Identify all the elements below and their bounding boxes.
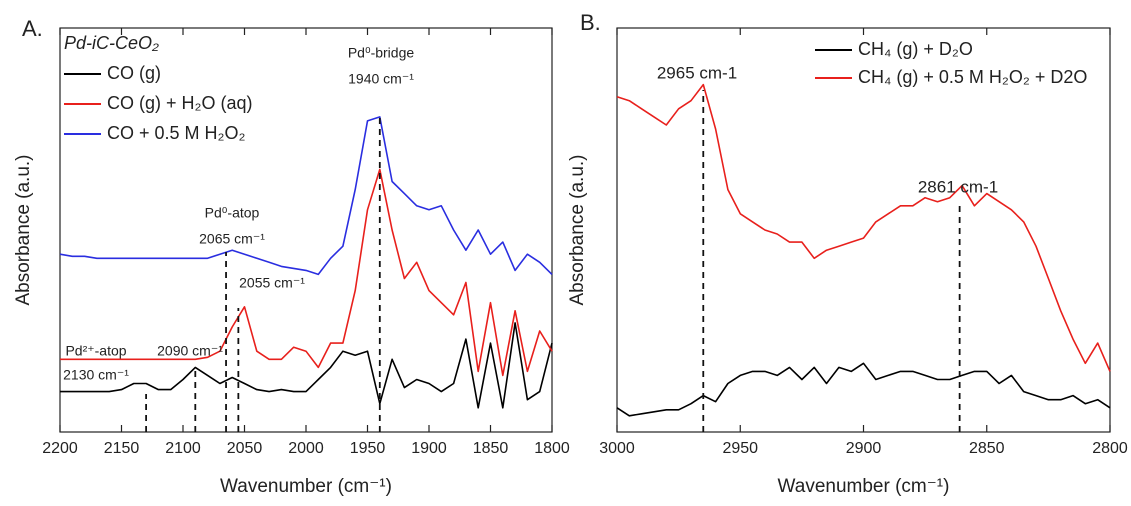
x-tick-label: 2950 xyxy=(722,440,758,457)
peak-label: 2130 cm⁻¹ xyxy=(63,367,129,383)
legend-title: Pd-iC-CeO₂ xyxy=(64,33,159,53)
x-tick-label: 1900 xyxy=(411,440,447,457)
y-axis-title: Absorbance (a.u.) xyxy=(567,154,588,305)
legend-label: CO + 0.5 M H₂O₂ xyxy=(107,123,246,143)
peak-label: 1940 cm⁻¹ xyxy=(348,71,414,87)
legend-label: CO (g) xyxy=(107,63,161,83)
x-axis-title: Wavenumber (cm⁻¹) xyxy=(778,476,950,497)
x-tick-label: 2850 xyxy=(969,440,1005,457)
peak-label: 2055 cm⁻¹ xyxy=(239,275,305,291)
legend-label: CH₄ (g) + D₂O xyxy=(858,39,973,59)
x-tick-label: 2800 xyxy=(1092,440,1128,457)
spectrum-line xyxy=(616,83,1111,372)
peak-label: 2090 cm⁻¹ xyxy=(157,343,223,359)
spectrum-line xyxy=(60,168,553,377)
panel-label: B. xyxy=(580,10,601,35)
legend-label: CO (g) + H₂O (aq) xyxy=(107,93,253,113)
x-tick-label: 1950 xyxy=(350,440,386,457)
x-tick-label: 2900 xyxy=(846,440,882,457)
peak-label: 2861 cm-1 xyxy=(918,177,998,196)
legend-label: CH₄ (g) + 0.5 M H₂O₂ + D2O xyxy=(858,67,1087,87)
spectrum-line xyxy=(616,362,1111,417)
x-axis-title: Wavenumber (cm⁻¹) xyxy=(220,476,392,497)
x-tick-label: 3000 xyxy=(599,440,635,457)
spectrum-line xyxy=(59,116,553,276)
x-tick-label: 2150 xyxy=(104,440,140,457)
spectrum-line xyxy=(60,322,553,409)
x-tick-label: 1800 xyxy=(534,440,570,457)
peak-label: Pd⁰-atop xyxy=(205,205,260,221)
peak-label: Pd²⁺-atop xyxy=(65,343,126,359)
x-tick-label: 2050 xyxy=(227,440,263,457)
x-tick-label: 1850 xyxy=(473,440,509,457)
x-tick-label: 2000 xyxy=(288,440,324,457)
y-axis-title: Absorbance (a.u.) xyxy=(13,154,34,305)
peak-label: Pd⁰-bridge xyxy=(348,45,415,61)
peak-label: 2065 cm⁻¹ xyxy=(199,231,265,247)
panel-label: A. xyxy=(22,16,43,41)
x-tick-label: 2200 xyxy=(42,440,78,457)
peak-label: 2965 cm-1 xyxy=(657,63,737,82)
x-tick-label: 2100 xyxy=(165,440,201,457)
